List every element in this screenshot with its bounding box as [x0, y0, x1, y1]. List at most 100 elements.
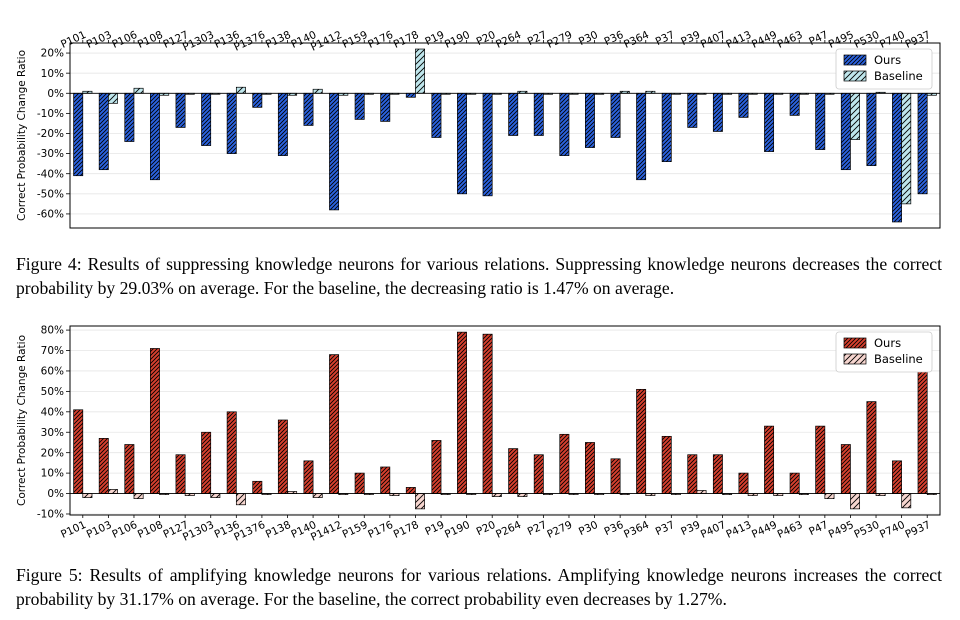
y-tick-label: -60%	[37, 209, 64, 221]
bar-ours-p1303	[201, 92, 212, 146]
bar-ours-p36	[610, 458, 621, 494]
y-axis-label: Correct Probability Change Ratio	[16, 335, 28, 506]
figure5-caption: Figure 5: Results of amplifying knowledg…	[16, 565, 942, 609]
y-tick-label: -10%	[37, 509, 64, 521]
legend: Ours Baseline	[835, 48, 933, 90]
bar-ours-p138	[277, 419, 288, 494]
bar-ours-p190	[457, 92, 467, 195]
bar-ours-p279	[559, 92, 570, 156]
x-tick-label-p30: P30	[577, 29, 600, 48]
y-tick-label: 0%	[47, 488, 64, 500]
x-tick-label-p264: P264	[494, 519, 523, 541]
bar-ours-p47	[815, 92, 826, 150]
x-tick-label-p39: P39	[679, 29, 702, 48]
legend-label-baseline: Baseline	[874, 69, 923, 83]
bar-baseline-p106	[133, 493, 144, 500]
x-tick-label-p264: P264	[494, 29, 523, 51]
x-tick-label-p20: P20	[475, 519, 498, 538]
bar-baseline-p136	[235, 493, 246, 506]
x-tick-label-p27: P27	[526, 519, 549, 538]
bar-ours-p1376	[252, 480, 263, 494]
bar-ours-p449	[764, 92, 775, 152]
x-tick-label-p279: P279	[545, 29, 574, 51]
x-tick-label-p36: P36	[602, 29, 625, 48]
x-tick-label-p39: P39	[679, 519, 702, 538]
x-tick-label-p36: P36	[602, 519, 625, 538]
bar-ours-p1412	[329, 92, 340, 211]
legend-label-baseline: Baseline	[874, 352, 923, 366]
legend-swatch-ours	[843, 337, 867, 349]
bar-baseline-p20	[491, 493, 502, 497]
bar-ours-p19	[431, 92, 442, 138]
x-tick-label-p937: P937	[903, 519, 932, 541]
bar-ours-p39	[687, 92, 698, 128]
x-tick-label-p937: P937	[903, 29, 932, 51]
bar-baseline-p140	[312, 493, 323, 498]
bar-ours-p19	[431, 440, 442, 494]
bar-baseline-p740	[901, 92, 912, 205]
y-tick-label: 10%	[41, 468, 64, 480]
bar-ours-p364	[636, 388, 647, 494]
x-tick-label-p19: P19	[423, 29, 446, 48]
x-tick-label-p47: P47	[807, 519, 830, 538]
bar-baseline-p740	[901, 493, 912, 509]
figure4-chart: -60% -50% -40% -30% -20% -10% 0% 10% 20% Correct …	[16, 29, 941, 229]
bar-ours-p413	[738, 92, 749, 118]
x-tick-label-p178: P178	[392, 519, 421, 541]
bar-ours-p36	[610, 92, 621, 138]
y-tick-label: 30%	[41, 427, 64, 439]
legend-swatch-baseline	[843, 70, 867, 82]
bar-ours-p108	[149, 92, 160, 181]
bar-ours-p413	[738, 472, 749, 494]
bar-ours-p30	[584, 92, 595, 148]
bar-ours-p190	[457, 331, 467, 494]
y-tick-label: -40%	[37, 168, 64, 180]
bar-baseline-p101	[82, 493, 93, 498]
y-tick-label: 20%	[41, 447, 64, 459]
bar-ours-p1303	[201, 431, 212, 494]
bar-baseline-p136	[235, 86, 246, 94]
bar-ours-p101	[73, 409, 84, 494]
x-tick-label-p190: P190	[443, 29, 472, 51]
y-axis-label: Correct Probability Change Ratio	[16, 50, 28, 221]
bar-ours-p20	[482, 92, 493, 197]
bar-ours-p176	[380, 466, 391, 494]
y-tick-label: 60%	[41, 366, 64, 378]
bar-ours-p1412	[329, 354, 340, 494]
bar-ours-p937	[917, 92, 928, 195]
bar-ours-p108	[149, 348, 160, 494]
bar-ours-p159	[354, 472, 365, 494]
bar-ours-p449	[764, 425, 775, 494]
y-tick-label: -20%	[37, 128, 64, 140]
bar-ours-p39	[687, 454, 698, 494]
bar-ours-p136	[226, 411, 237, 494]
bar-ours-p264	[508, 448, 519, 494]
x-tick-label-p27: P27	[526, 29, 549, 48]
bar-ours-p47	[815, 425, 826, 494]
y-tick-label: 70%	[41, 345, 64, 357]
bar-baseline-p264	[517, 493, 528, 497]
bar-ours-p740	[892, 92, 902, 223]
bar-baseline-p178	[415, 48, 426, 94]
bar-ours-p140	[303, 92, 314, 126]
figure4-caption: Figure 4: Results of suppressing knowled…	[16, 254, 942, 298]
bar-ours-p127	[175, 454, 186, 494]
bar-ours-p495	[840, 444, 851, 494]
bar-ours-p159	[354, 92, 365, 120]
legend-swatch-ours	[843, 54, 867, 66]
bar-ours-p178	[405, 92, 416, 98]
y-tick-label: -50%	[37, 188, 64, 200]
x-tick-label-p178: P178	[392, 29, 421, 51]
bar-ours-p27	[533, 92, 544, 136]
y-tick-label: -10%	[37, 108, 64, 120]
bar-ours-p127	[175, 92, 186, 128]
bar-ours-p37	[661, 92, 672, 162]
bar-ours-p106	[124, 444, 135, 494]
bar-ours-p364	[636, 92, 647, 181]
bar-ours-p279	[559, 433, 570, 494]
bar-ours-p140	[303, 460, 314, 494]
plot-frame	[69, 325, 941, 516]
bar-ours-p463	[789, 472, 800, 494]
y-tick-label: 10%	[41, 68, 64, 80]
bar-ours-p495	[840, 92, 851, 171]
